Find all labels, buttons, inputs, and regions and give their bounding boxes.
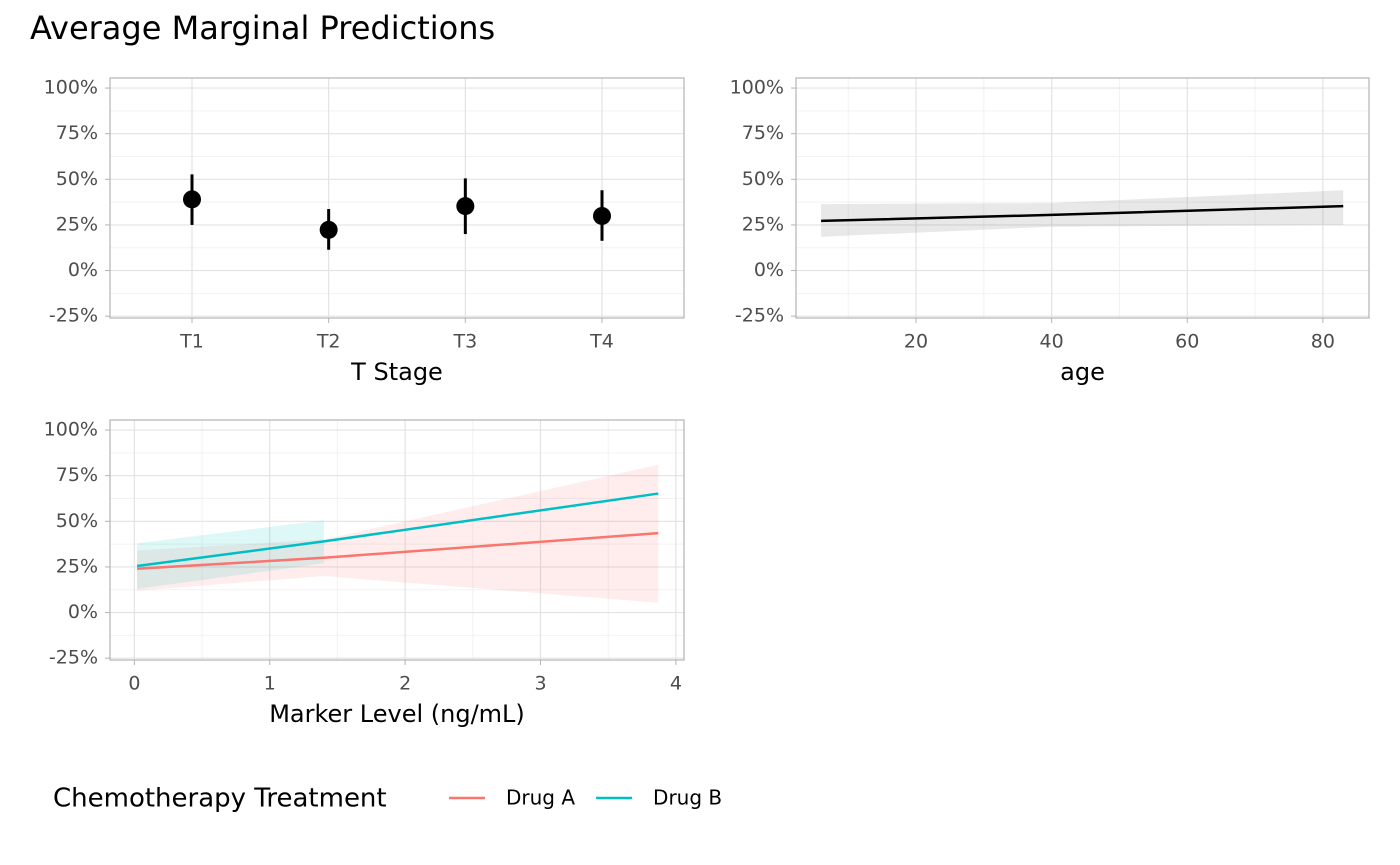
x-tick-label: 2 bbox=[399, 673, 411, 695]
y-tick-label: 50% bbox=[56, 510, 98, 532]
ribbon bbox=[137, 464, 659, 603]
y-tick-label: 75% bbox=[56, 122, 98, 144]
y-tick-label: -25% bbox=[49, 305, 98, 327]
x-tick-label: 80 bbox=[1311, 331, 1335, 353]
point bbox=[456, 197, 475, 216]
y-tick-label: 75% bbox=[56, 464, 98, 486]
point bbox=[593, 206, 611, 225]
x-axis-title: Marker Level (ng/mL) bbox=[269, 700, 525, 728]
x-tick-label: 3 bbox=[534, 673, 546, 695]
y-tick-label: -25% bbox=[735, 305, 784, 327]
x-tick-label: 20 bbox=[904, 331, 928, 353]
legend-label: Drug A bbox=[506, 786, 575, 810]
figure-title: Average Marginal Predictions bbox=[30, 9, 495, 47]
y-tick-label: 25% bbox=[742, 213, 784, 235]
y-tick-label: 50% bbox=[742, 168, 784, 190]
x-tick-label: 0 bbox=[128, 673, 140, 695]
y-tick-label: 0% bbox=[68, 601, 98, 623]
y-tick-label: -25% bbox=[49, 647, 98, 669]
x-tick-label: 4 bbox=[670, 673, 682, 695]
y-tick-label: 0% bbox=[68, 259, 98, 281]
y-tick-label: 100% bbox=[730, 77, 784, 99]
line bbox=[136, 492, 659, 568]
x-axis-title: age bbox=[1060, 358, 1105, 386]
panel-border bbox=[109, 77, 685, 319]
x-tick-label: T4 bbox=[589, 331, 614, 353]
line bbox=[821, 204, 1344, 223]
y-tick-label: 50% bbox=[56, 168, 98, 190]
x-tick-label: T3 bbox=[452, 331, 477, 353]
y-tick-label: 25% bbox=[56, 555, 98, 577]
line bbox=[137, 531, 659, 570]
panel-border bbox=[795, 77, 1370, 319]
point bbox=[183, 190, 201, 209]
x-tick-label: T1 bbox=[179, 331, 204, 353]
y-tick-label: 75% bbox=[742, 122, 784, 144]
x-tick-label: 60 bbox=[1175, 331, 1199, 353]
legend-label: Drug B bbox=[653, 786, 722, 810]
x-tick-label: 1 bbox=[264, 673, 276, 695]
legend: Chemotherapy Treatment Drug A Drug B bbox=[53, 784, 722, 814]
y-tick-label: 25% bbox=[56, 213, 98, 235]
x-tick-label: 40 bbox=[1040, 331, 1064, 353]
legend-title: Chemotherapy Treatment bbox=[53, 784, 387, 814]
x-axis-title: T Stage bbox=[350, 358, 443, 386]
panel-border bbox=[109, 419, 685, 661]
point bbox=[319, 220, 338, 239]
y-tick-label: 100% bbox=[44, 419, 98, 441]
x-tick-label: T2 bbox=[316, 331, 341, 353]
y-tick-label: 100% bbox=[44, 77, 98, 99]
y-tick-label: 0% bbox=[754, 259, 784, 281]
